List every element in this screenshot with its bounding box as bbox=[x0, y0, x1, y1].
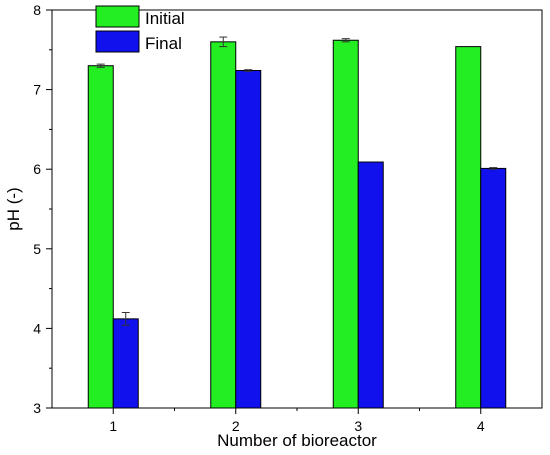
legend-swatch-final bbox=[95, 30, 140, 53]
y-axis-label: pH (-) bbox=[4, 187, 23, 230]
legend: Initial Final bbox=[95, 5, 185, 53]
y-tick-label: 7 bbox=[33, 82, 41, 98]
y-tick-label: 6 bbox=[33, 161, 41, 177]
x-tick-label: 3 bbox=[354, 418, 362, 434]
bar-final-4 bbox=[480, 167, 507, 409]
legend-label-initial: Initial bbox=[145, 9, 185, 28]
y-tick-label: 8 bbox=[33, 2, 41, 18]
bar-initial-1 bbox=[87, 65, 114, 409]
y-tick-label: 3 bbox=[33, 400, 41, 416]
legend-swatch-initial bbox=[95, 5, 140, 28]
y-tick-label: 5 bbox=[33, 241, 41, 257]
y-tick-label: 4 bbox=[33, 320, 41, 336]
x-tick-label: 4 bbox=[477, 418, 485, 434]
x-tick-label: 2 bbox=[232, 418, 240, 434]
x-tick-label: 1 bbox=[109, 418, 117, 434]
bars-layer bbox=[87, 39, 507, 409]
bar-initial-3 bbox=[332, 39, 359, 409]
error-bars-layer bbox=[96, 36, 498, 326]
bar-final-2 bbox=[235, 69, 262, 409]
legend-label-final: Final bbox=[145, 34, 182, 53]
bar-initial-2 bbox=[210, 41, 237, 409]
bar-final-1 bbox=[112, 318, 139, 409]
bar-initial-4 bbox=[455, 46, 482, 409]
x-axis: 1 2 3 4 bbox=[109, 408, 485, 434]
y-axis: 3 4 5 6 7 8 bbox=[33, 2, 52, 416]
x-axis-label: Number of bioreactor bbox=[217, 431, 377, 450]
bar-final-3 bbox=[357, 161, 384, 409]
